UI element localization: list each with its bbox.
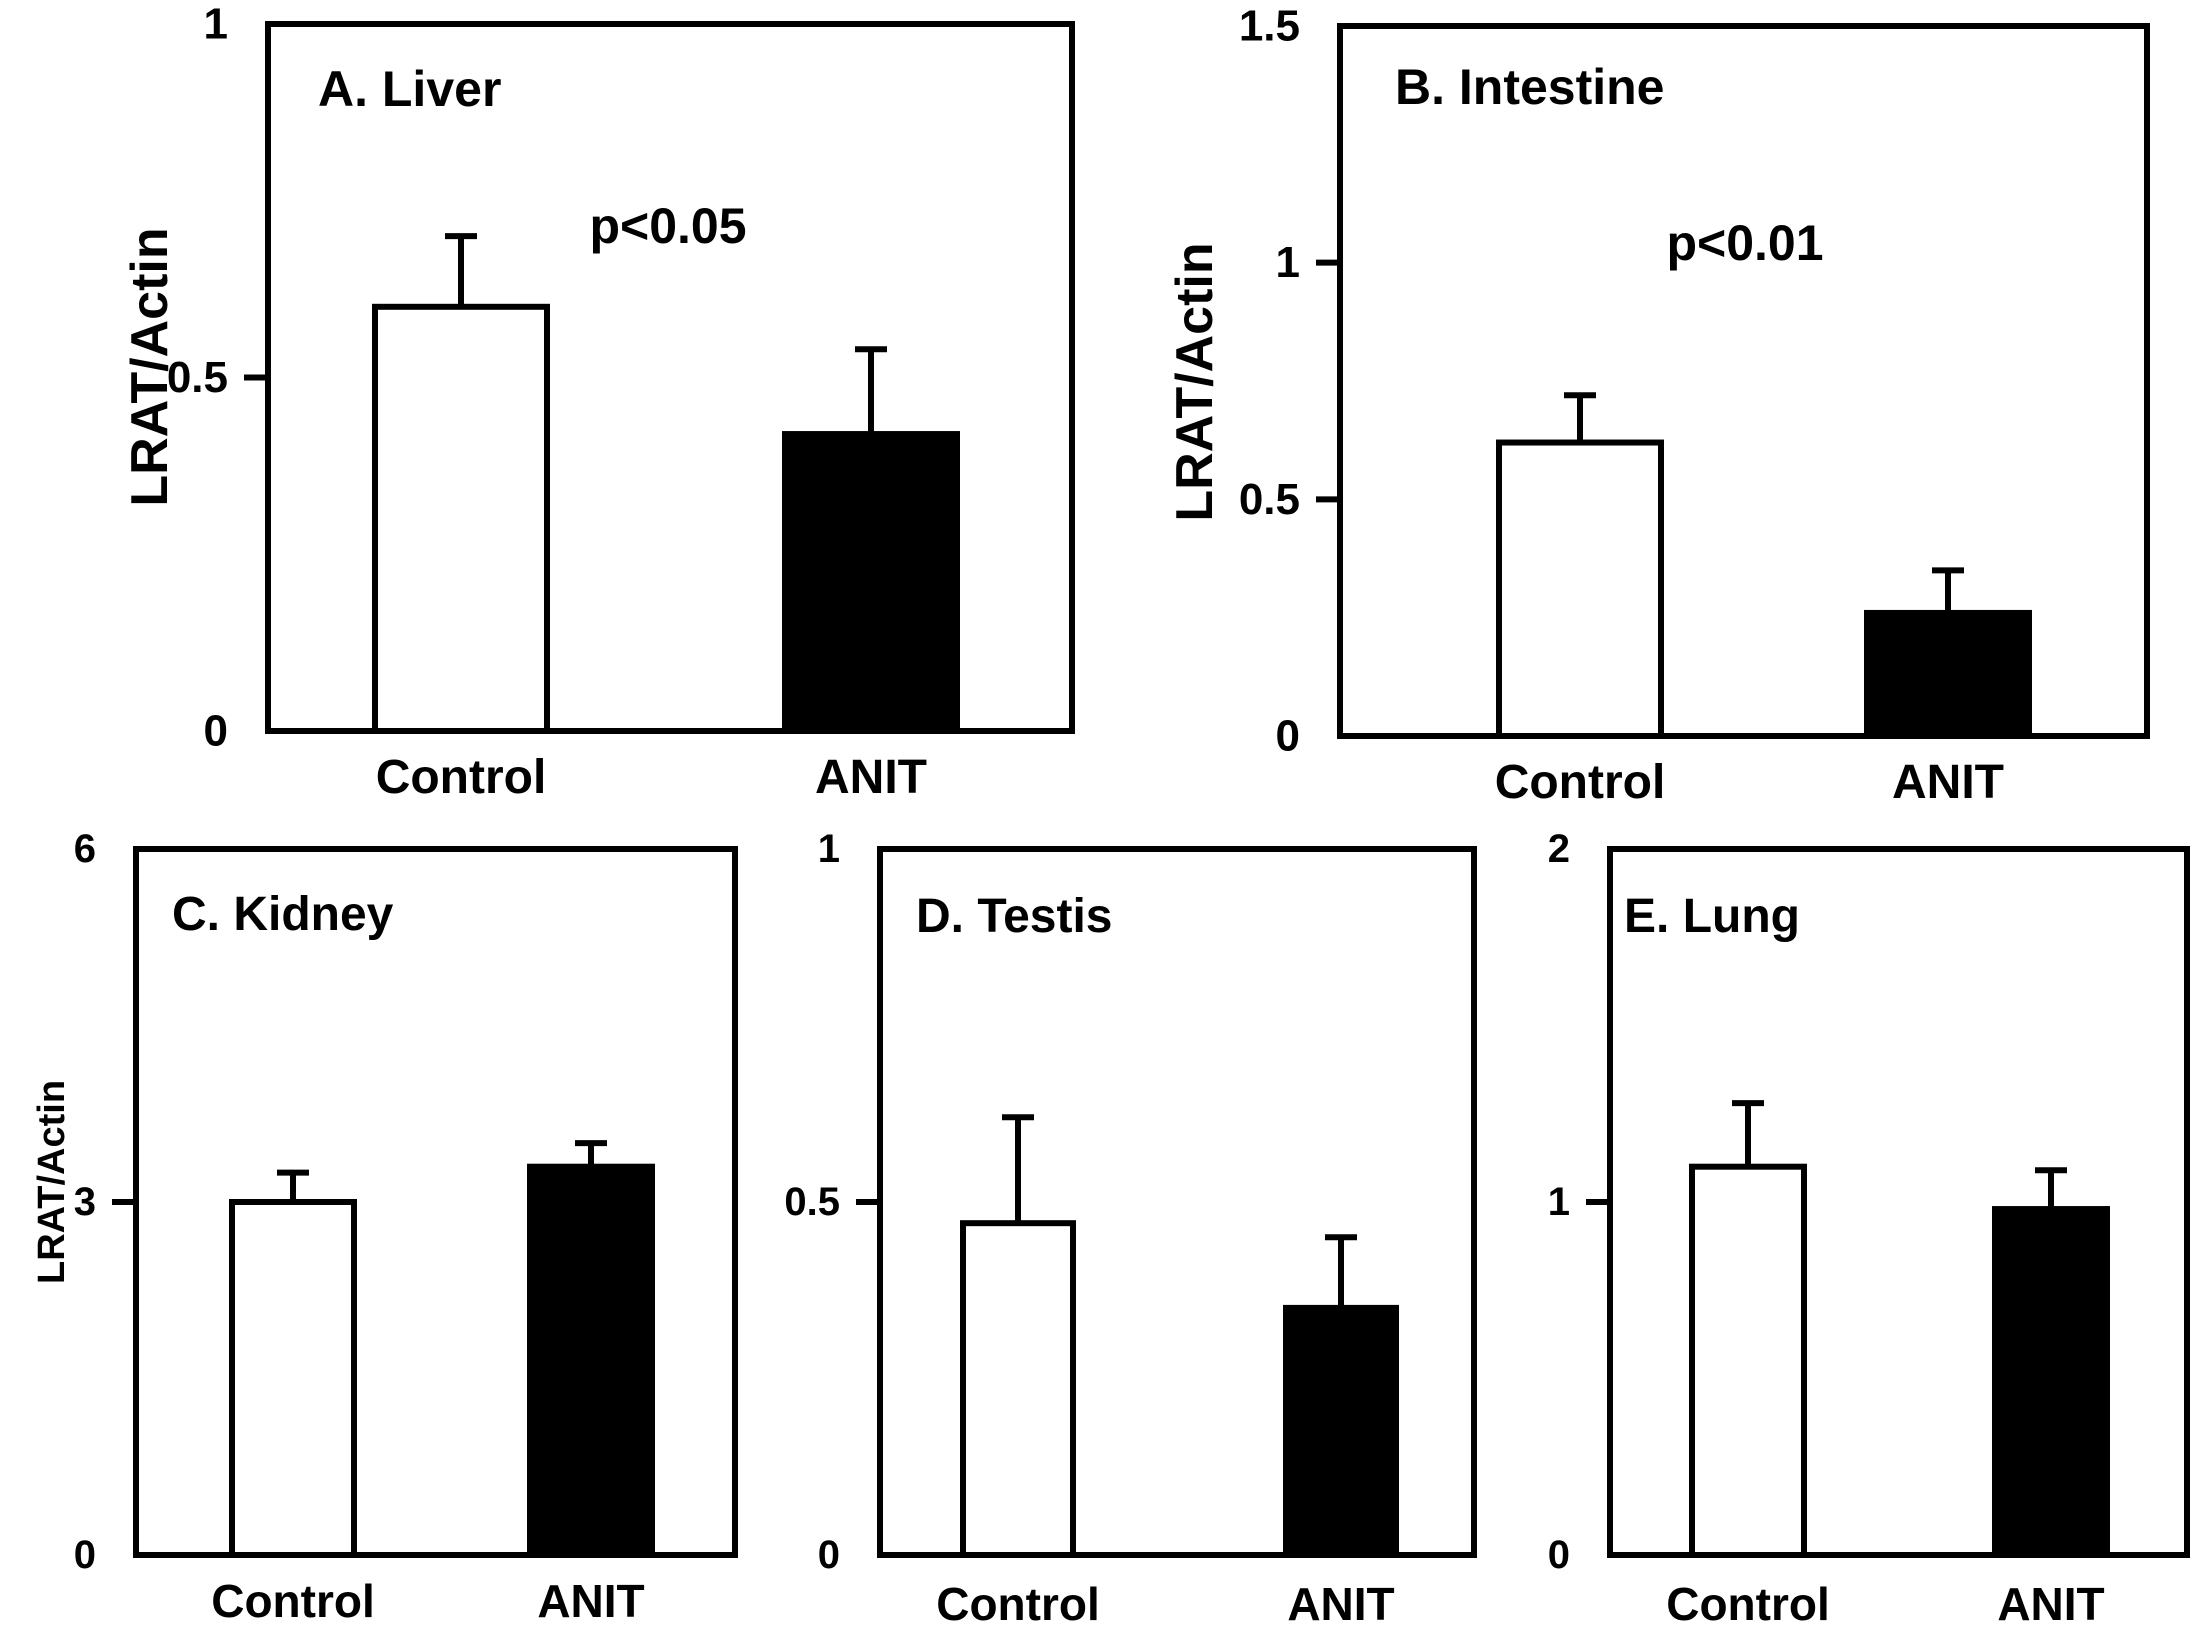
bar-anit (782, 431, 960, 734)
bar-control (1689, 1163, 1807, 1558)
plot-frame (1337, 23, 2150, 739)
y-tick-label: 1 (1276, 238, 1300, 287)
y-tick-label: 0.5 (784, 1180, 840, 1224)
x-tick-label-anit: ANIT (537, 1575, 644, 1627)
y-tick-label: 0 (74, 1533, 96, 1577)
bar-anit (1992, 1206, 2110, 1559)
bar-control (372, 303, 550, 734)
bar-control (960, 1220, 1076, 1559)
panel-title: B. Intestine (1395, 59, 1664, 115)
x-tick-label-control: Control (936, 1578, 1100, 1630)
y-axis-label: LRAT/Actin (31, 1080, 73, 1284)
bar-control (1496, 439, 1664, 739)
x-tick-label-control: Control (1666, 1578, 1830, 1630)
x-tick-label-control: Control (211, 1575, 375, 1627)
panel-c: 0 3 6 Control ANIT C. Kidney LRAT/Actin (31, 827, 738, 1627)
panel-title: C. Kidney (172, 888, 394, 941)
y-tick-label: 6 (74, 827, 96, 871)
panel-e: 0 1 2 Control ANIT E. Lung (1548, 827, 2190, 1630)
x-tick-label-control: Control (376, 751, 547, 804)
y-tick-label: 1 (818, 827, 840, 871)
bar-anit (1864, 609, 2032, 740)
y-tick-label: 0 (1548, 1533, 1570, 1577)
y-tick-label: 0.5 (167, 353, 228, 402)
y-axis-label: LRAT/Actin (1166, 242, 1224, 521)
y-tick-label: 0 (818, 1533, 840, 1577)
x-tick-label-anit: ANIT (815, 751, 927, 804)
y-tick-label: 0 (204, 707, 228, 756)
p-value-annotation: p<0.01 (1666, 215, 1823, 271)
panel-b: 0 0.5 1 1.5 Control ANIT B. Intestine p<0.01 LRA… (1166, 2, 2150, 809)
x-tick-label-anit: ANIT (1892, 756, 2004, 809)
bar-anit (1283, 1304, 1399, 1559)
p-value-annotation: p<0.05 (589, 198, 746, 254)
panel-a: 0 0.5 1 Control ANIT A. Liver p<0.05 LRAT/Actin (121, 0, 1075, 804)
panel-title: A. Liver (318, 61, 501, 117)
x-tick-label-control: Control (1495, 756, 1666, 809)
y-tick-label: 3 (74, 1180, 96, 1224)
y-tick-label: 1.5 (1239, 2, 1300, 51)
panel-title: D. Testis (916, 890, 1113, 943)
x-tick-label-anit: ANIT (1287, 1578, 1394, 1630)
y-tick-label: 1 (1548, 1180, 1570, 1224)
panel-title: E. Lung (1624, 890, 1800, 943)
bar-control (229, 1199, 357, 1558)
y-tick-label: 2 (1548, 827, 1570, 871)
y-tick-label: 0.5 (1239, 475, 1300, 524)
y-axis-label: LRAT/Actin (121, 227, 179, 506)
panel-d: 0 0.5 1 Control ANIT D. Testis (784, 827, 1477, 1630)
x-tick-label-anit: ANIT (1997, 1578, 2104, 1630)
bar-anit (527, 1163, 655, 1558)
y-tick-label: 0 (1276, 712, 1300, 761)
y-tick-label: 1 (204, 0, 228, 49)
